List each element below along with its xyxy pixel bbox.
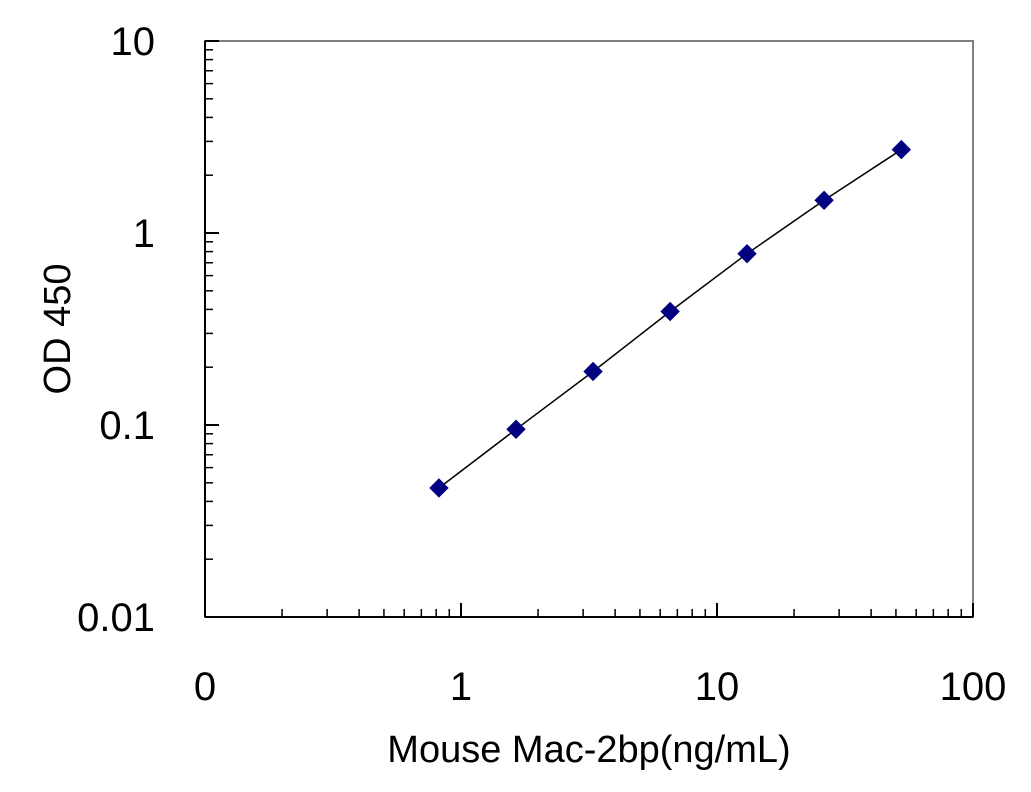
y-tick-label: 10 bbox=[111, 20, 156, 64]
data-point bbox=[506, 419, 526, 439]
y-axis-ticks bbox=[205, 40, 219, 618]
data-point bbox=[660, 301, 680, 322]
x-tick-label: 100 bbox=[940, 665, 1007, 709]
y-axis-tick-labels: 0.01 0.1 1 10 bbox=[77, 20, 155, 640]
y-tick-label: 1 bbox=[133, 212, 155, 256]
y-tick-label: 0.01 bbox=[77, 596, 155, 640]
y-axis-title: OD 450 bbox=[37, 264, 79, 395]
x-axis-ticks bbox=[204, 603, 974, 617]
data-point bbox=[737, 244, 757, 264]
x-tick-label: 1 bbox=[450, 665, 472, 709]
data-point bbox=[583, 361, 603, 382]
plot-area bbox=[204, 40, 974, 618]
data-point bbox=[429, 478, 449, 498]
data-point bbox=[814, 190, 834, 211]
x-axis-title: Mouse Mac-2bp(ng/mL) bbox=[387, 729, 790, 771]
x-tick-label: 10 bbox=[695, 665, 740, 709]
data-points bbox=[429, 139, 912, 498]
data-point bbox=[891, 139, 912, 160]
x-tick-label: 0 bbox=[194, 665, 216, 709]
x-axis-tick-labels: 0 1 10 100 bbox=[194, 665, 1007, 709]
y-tick-label: 0.1 bbox=[99, 404, 155, 448]
